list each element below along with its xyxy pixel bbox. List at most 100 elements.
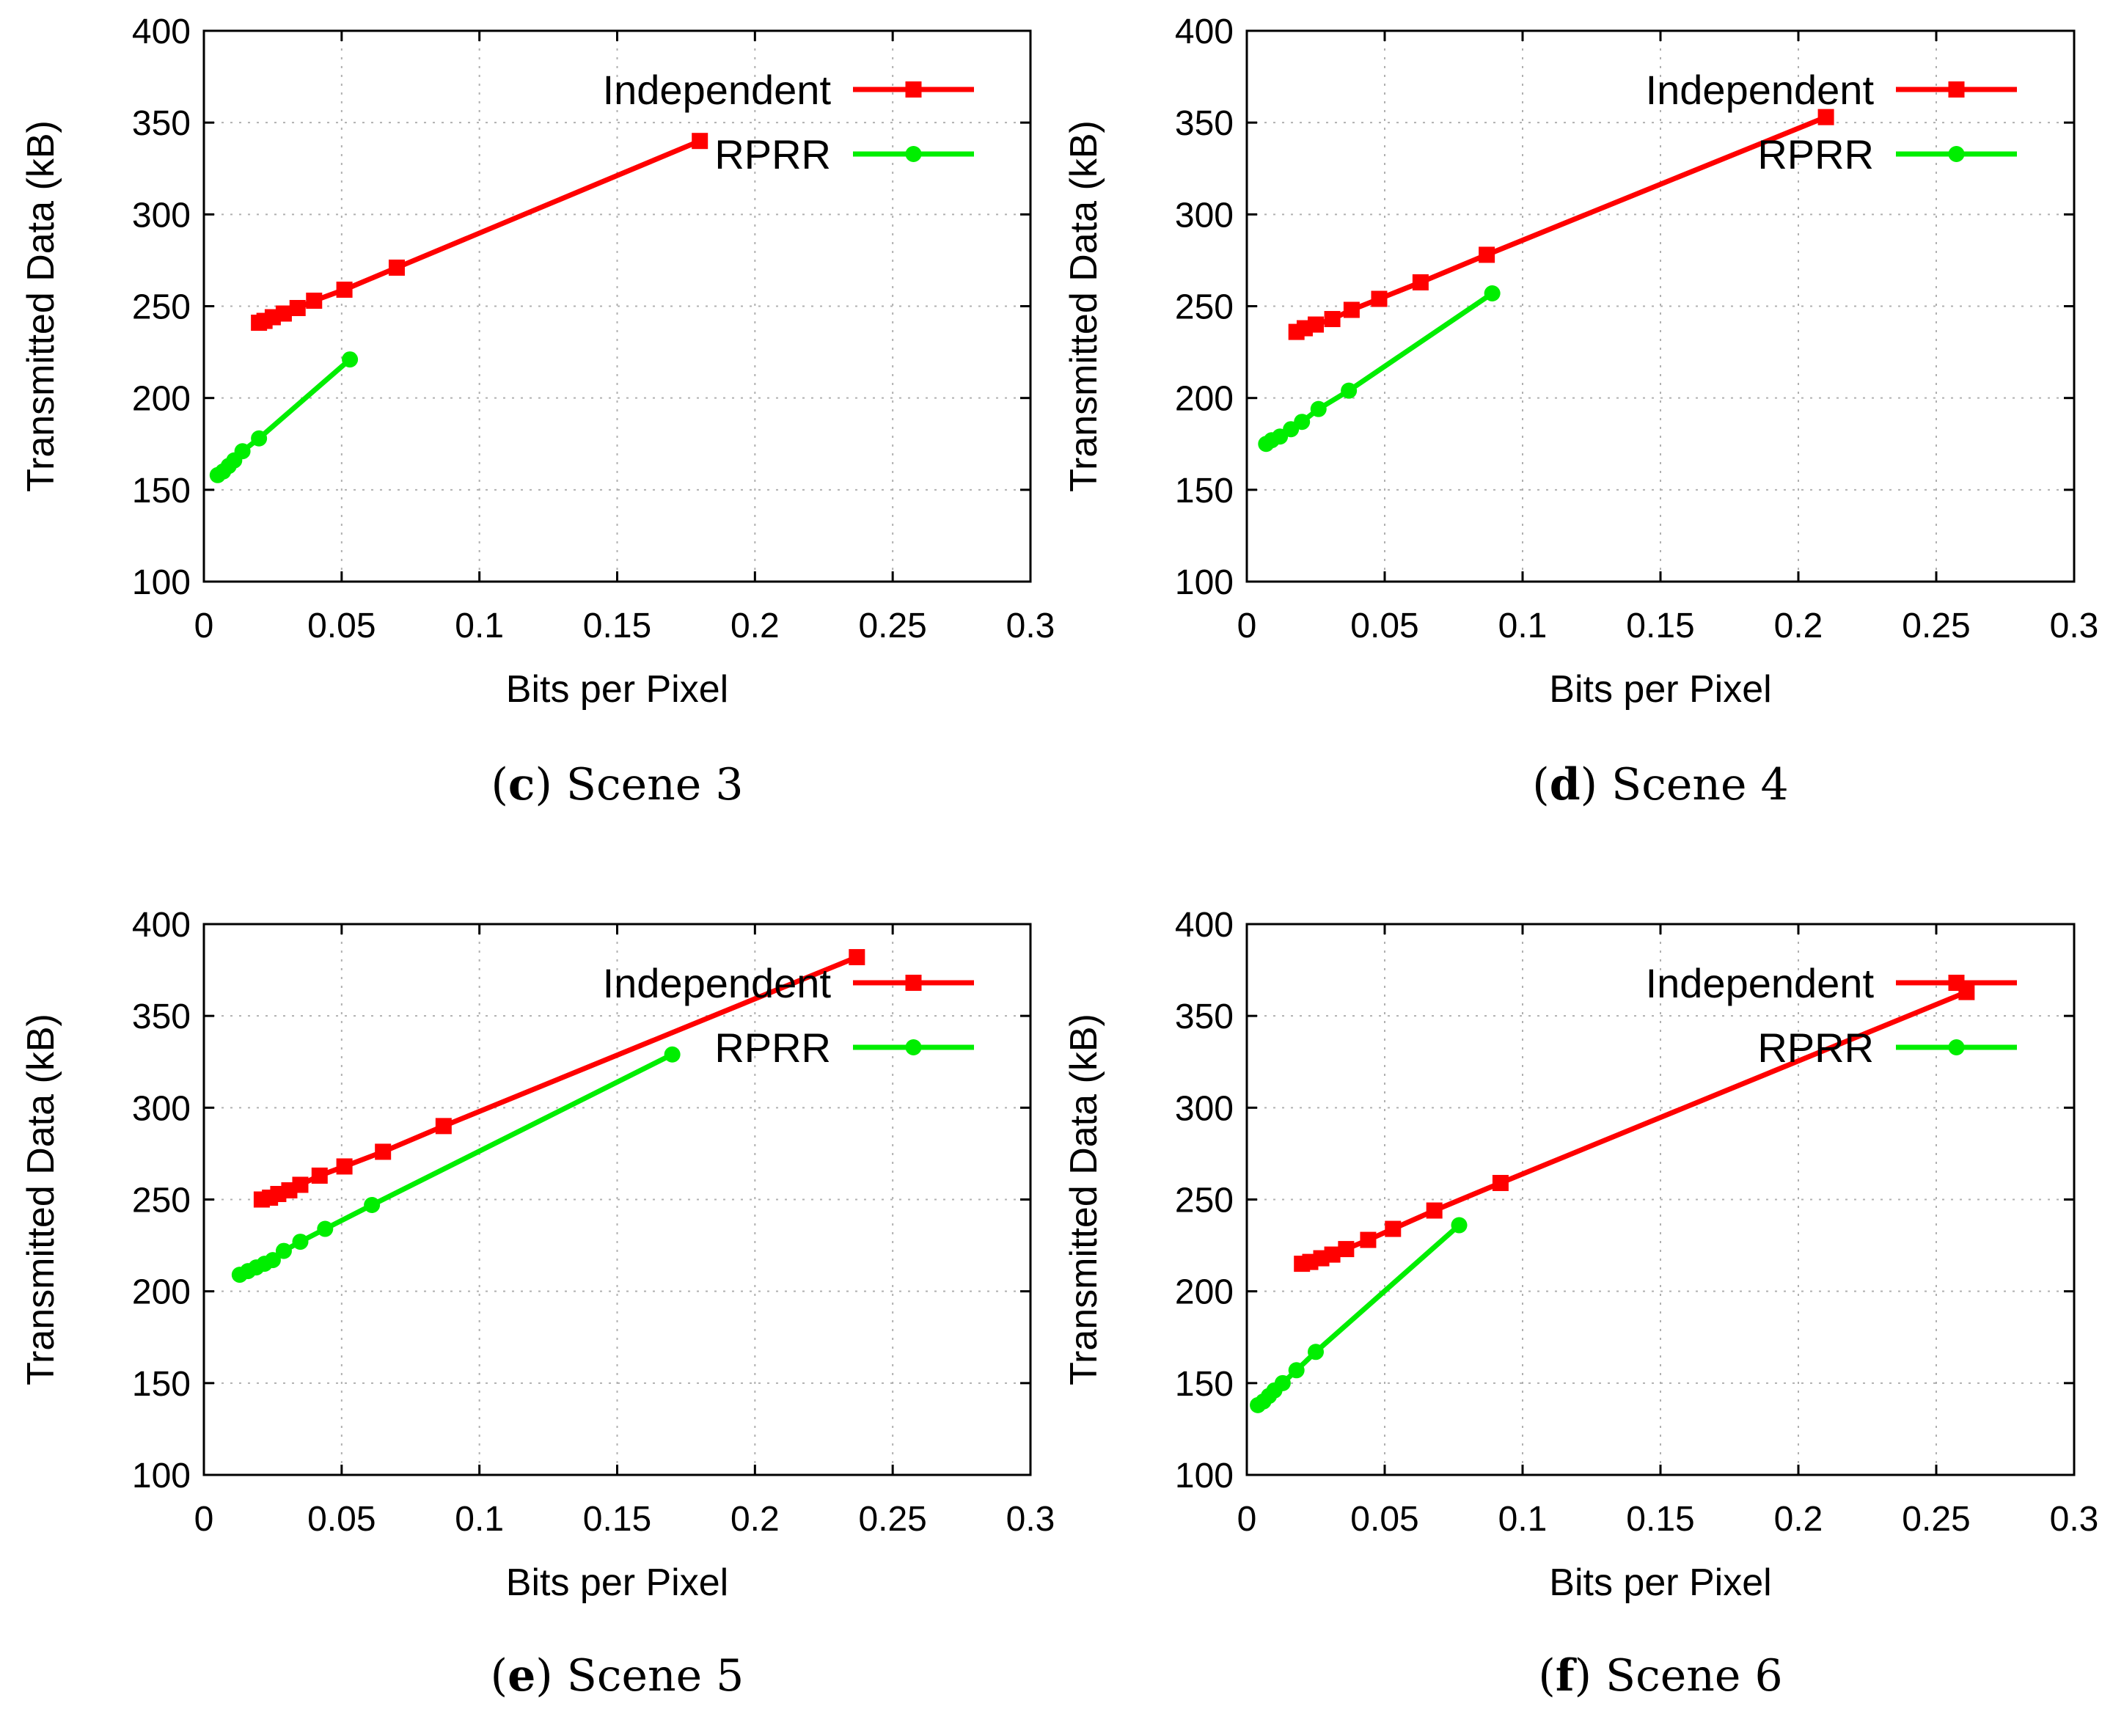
x-tick-label: 0.3 xyxy=(1006,607,1055,645)
series-independent-point xyxy=(306,292,323,309)
series-rprr-point xyxy=(1294,414,1311,431)
legend-independent-label: Independent xyxy=(603,960,832,1006)
legend-rprr-marker xyxy=(905,146,922,162)
series-independent-point xyxy=(1492,1174,1509,1191)
y-axis-label: Transmitted Data (kB) xyxy=(20,1014,62,1385)
series-independent-point xyxy=(289,300,306,317)
plot-frame xyxy=(1245,923,2076,1476)
series-independent-point xyxy=(849,949,865,966)
x-tick-label: 0.15 xyxy=(583,607,651,645)
x-tick-label: 0.25 xyxy=(858,607,926,645)
legend-rprr-marker xyxy=(1948,1039,1965,1055)
x-tick-label: 0 xyxy=(194,607,214,645)
x-tick-label: 0 xyxy=(194,1500,214,1539)
x-tick-label: 0 xyxy=(1237,607,1257,645)
x-tick-label: 0 xyxy=(1237,1500,1257,1539)
y-tick-label: 200 xyxy=(1175,1273,1234,1312)
series-independent-point xyxy=(1479,246,1495,263)
series-rprr-point xyxy=(317,1220,334,1237)
x-tick-label: 0.25 xyxy=(1902,607,1970,645)
y-tick-label: 150 xyxy=(132,1365,191,1404)
series-independent-point xyxy=(1343,301,1360,318)
series-rprr-point xyxy=(1310,400,1327,417)
legend-independent-label: Independent xyxy=(603,67,832,113)
series-independent-point xyxy=(1385,1220,1402,1237)
series-rprr-point xyxy=(342,351,359,368)
series-rprr-point xyxy=(234,443,251,460)
y-tick-label: 250 xyxy=(132,288,191,327)
y-tick-label: 250 xyxy=(1175,1182,1234,1220)
x-tick-label: 0.2 xyxy=(1774,1500,1823,1539)
y-tick-label: 150 xyxy=(1175,472,1234,510)
series-independent-point xyxy=(1324,311,1341,328)
series-rprr-point xyxy=(364,1197,381,1214)
y-tick-label: 200 xyxy=(1175,380,1234,419)
y-tick-label: 400 xyxy=(132,906,191,945)
series-rprr-point xyxy=(1274,1374,1291,1391)
y-axis-label: Transmitted Data (kB) xyxy=(20,120,62,492)
series-rprr-point xyxy=(1308,1344,1324,1360)
series-independent-point xyxy=(1426,1202,1443,1219)
y-tick-label: 150 xyxy=(132,472,191,510)
y-tick-label: 100 xyxy=(132,563,191,602)
legend-independent-marker xyxy=(1948,975,1965,991)
plot-frame xyxy=(202,923,1032,1476)
x-tick-label: 0.15 xyxy=(1626,607,1694,645)
y-tick-label: 200 xyxy=(132,380,191,419)
legend-rprr-label: RPRR xyxy=(1757,131,1874,177)
series-rprr-point xyxy=(251,430,268,447)
y-tick-label: 300 xyxy=(132,1089,191,1128)
series-independent-point xyxy=(336,1158,353,1175)
legend-rprr-marker xyxy=(905,1039,922,1055)
series-independent-point xyxy=(375,1143,392,1160)
chart-panel-c: 0 0.05 0.1 0.15 0.2 0.25 0.3 100 150 200 250 300 350… xyxy=(20,12,1055,810)
y-tick-label: 100 xyxy=(132,1457,191,1495)
y-tick-label: 250 xyxy=(1175,288,1234,327)
panel-caption: (f) Scene 6 xyxy=(1538,1650,1782,1702)
legend-rprr-label: RPRR xyxy=(714,131,831,177)
legend-independent-marker xyxy=(905,81,922,98)
x-tick-label: 0.1 xyxy=(1498,1500,1548,1539)
series-independent-point xyxy=(1817,109,1834,125)
y-tick-label: 400 xyxy=(1175,12,1234,51)
x-tick-label: 0.1 xyxy=(1498,607,1548,645)
series-independent-point xyxy=(692,133,708,150)
x-tick-label: 0.25 xyxy=(858,1500,926,1539)
x-tick-label: 0.25 xyxy=(1902,1500,1970,1539)
x-axis-label: Bits per Pixel xyxy=(506,668,728,711)
x-tick-label: 0.15 xyxy=(583,1500,651,1539)
y-tick-label: 100 xyxy=(1175,1457,1234,1495)
x-tick-label: 0.3 xyxy=(2050,607,2099,645)
legend-independent-label: Independent xyxy=(1646,67,1875,113)
y-tick-label: 100 xyxy=(1175,563,1234,602)
y-axis-label: Transmitted Data (kB) xyxy=(1063,120,1105,492)
y-tick-label: 300 xyxy=(1175,1089,1234,1128)
y-tick-label: 350 xyxy=(1175,104,1234,143)
x-tick-label: 0.3 xyxy=(1006,1500,1055,1539)
x-axis-label: Bits per Pixel xyxy=(1549,668,1771,711)
series-rprr-point xyxy=(664,1046,681,1063)
y-tick-label: 350 xyxy=(132,104,191,143)
x-axis-label: Bits per Pixel xyxy=(506,1561,728,1604)
y-tick-label: 150 xyxy=(1175,1365,1234,1404)
x-tick-label: 0.2 xyxy=(1774,607,1823,645)
x-tick-label: 0.1 xyxy=(455,607,504,645)
y-tick-label: 300 xyxy=(1175,196,1234,235)
series-rprr-point xyxy=(292,1234,309,1250)
series-independent-point xyxy=(388,259,405,276)
y-tick-label: 200 xyxy=(132,1273,191,1312)
legend-rprr-marker xyxy=(1948,146,1965,162)
x-tick-label: 0.05 xyxy=(307,1500,376,1539)
x-tick-label: 0.05 xyxy=(307,607,376,645)
series-independent-point xyxy=(435,1118,452,1135)
x-tick-label: 0.05 xyxy=(1350,607,1418,645)
x-tick-label: 0.2 xyxy=(730,1500,780,1539)
series-independent-point xyxy=(336,281,353,298)
legend-rprr-label: RPRR xyxy=(1757,1025,1874,1071)
panel-caption: (e) Scene 5 xyxy=(491,1650,744,1702)
series-independent-point xyxy=(292,1176,309,1193)
x-axis-label: Bits per Pixel xyxy=(1549,1561,1771,1604)
y-tick-label: 400 xyxy=(132,12,191,51)
plot-frame xyxy=(1245,29,2076,583)
